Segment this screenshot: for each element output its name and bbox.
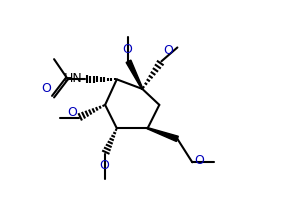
Text: HN: HN: [64, 72, 83, 85]
Text: O: O: [123, 43, 132, 56]
Text: O: O: [194, 154, 204, 167]
Text: O: O: [42, 82, 52, 95]
Polygon shape: [148, 128, 178, 141]
Text: O: O: [68, 106, 77, 119]
Text: O: O: [164, 45, 173, 58]
Text: O: O: [99, 159, 109, 172]
Polygon shape: [126, 60, 143, 89]
